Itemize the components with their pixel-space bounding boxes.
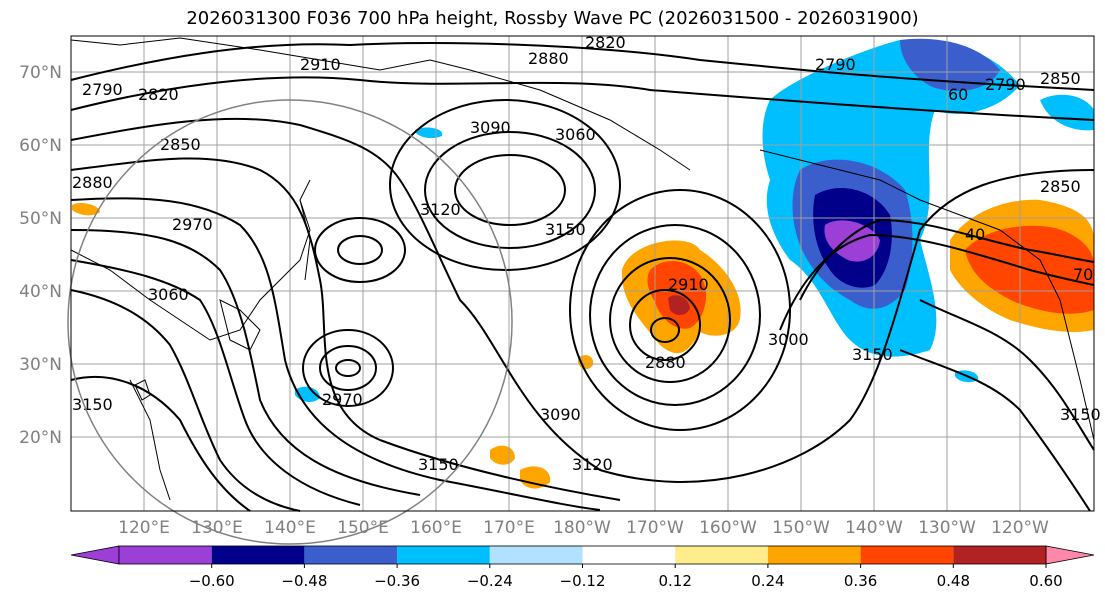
lon-label: 170°W: [626, 518, 684, 538]
contour-label: 2970: [172, 215, 213, 234]
colorbar-tick-label: 0.12: [658, 572, 691, 590]
lon-label: 120°W: [991, 518, 1049, 538]
colorbar-tick-label: −0.24: [467, 572, 513, 590]
coastlines: [70, 37, 1095, 501]
colorbar-tick-label: 0.36: [844, 572, 877, 590]
colorbar-bin: [211, 546, 305, 564]
lon-label: 180°W: [553, 518, 611, 538]
contour-label: 2910: [300, 55, 341, 74]
graticule: [71, 36, 1094, 511]
contour-label: 3060: [555, 125, 596, 144]
contour-label: 3150: [418, 455, 459, 474]
contour-label: 2880: [528, 49, 569, 68]
colorbar-bin: [397, 546, 490, 564]
contour-label: 2790: [82, 80, 123, 99]
map-frame: [70, 35, 1095, 512]
lon-label: 140°E: [264, 518, 316, 538]
contour-label: 2790: [815, 55, 856, 74]
lon-label: 120°E: [118, 518, 170, 538]
lon-label: 140°W: [845, 518, 903, 538]
contour-label: 3150: [72, 395, 113, 414]
colorbar-tick-label: −0.60: [189, 572, 235, 590]
contour-label: 3150: [545, 220, 586, 239]
colorbar-bin: [304, 546, 398, 564]
lon-label: 160°W: [699, 518, 757, 538]
lon-label: 160°E: [410, 518, 462, 538]
colorbar-bin: [953, 546, 1046, 564]
contour-label: 2880: [645, 353, 686, 372]
colorbar-bin: [860, 546, 954, 564]
radius-circle: [67, 99, 513, 545]
contour-label: 3000: [768, 330, 809, 349]
colorbar: −0.60 −0.48 −0.36 −0.24 −0.12 0.12 0.24 0.36 0.4…: [70, 545, 1095, 590]
contour-label: 2880: [72, 173, 113, 192]
colorbar-tick-label: 0.48: [937, 572, 970, 590]
lon-label: 130°W: [918, 518, 976, 538]
contour-label: 3060: [148, 285, 189, 304]
colorbar-extension-min: [70, 545, 120, 565]
contour-label: 2790: [985, 75, 1026, 94]
colorbar-extension-max: [1045, 545, 1095, 565]
colorbar-tick-label: −0.36: [374, 572, 420, 590]
contour-label: 3150: [852, 345, 893, 364]
colorbar-tick-label: 0.60: [1029, 572, 1062, 590]
contour-label: 3120: [572, 455, 613, 474]
lon-label: 170°E: [483, 518, 535, 538]
lat-label: 60°N: [19, 136, 62, 156]
contour-label: 2850: [1040, 177, 1081, 196]
contour-label: 3090: [470, 118, 511, 137]
colorbar-tick-label: −0.12: [560, 572, 606, 590]
longitude-labels: 120°E 130°E 140°E 150°E 160°E 170°E 180°…: [118, 518, 1049, 538]
lat-label: 70°N: [19, 63, 62, 83]
colorbar-tick-label: −0.48: [281, 572, 327, 590]
colorbar-bin: [767, 546, 861, 564]
contour-label: 2820: [138, 85, 179, 104]
lat-label: 40°N: [19, 282, 62, 302]
colorbar-bin: [119, 546, 212, 564]
anomaly-shading: [72, 38, 1094, 489]
contour-label: 2970: [322, 390, 363, 409]
lat-label: 30°N: [19, 355, 62, 375]
contour-label: 2850: [1040, 69, 1081, 88]
contour-label: 3150: [1060, 405, 1101, 424]
map-title: 2026031300 F036 700 hPa height, Rossby W…: [186, 8, 919, 29]
contour-label: 40: [965, 225, 985, 244]
contour-label: 3120: [420, 200, 461, 219]
colorbar-bin: [489, 546, 583, 564]
contour-label: 60: [948, 85, 968, 104]
height-contours: [70, 42, 1095, 512]
lon-label: 130°E: [191, 518, 243, 538]
colorbar-bin: [582, 546, 676, 564]
contour-label: 3090: [540, 405, 581, 424]
colorbar-tick-label: 0.24: [751, 572, 784, 590]
colorbar-bin: [675, 546, 768, 564]
lat-label: 20°N: [19, 428, 62, 448]
contour-label: 2910: [668, 275, 709, 294]
contour-label: 2850: [160, 135, 201, 154]
latitude-labels: 70°N 60°N 50°N 40°N 30°N 20°N: [19, 63, 62, 448]
lon-label: 150°W: [772, 518, 830, 538]
lat-label: 50°N: [19, 209, 62, 229]
contour-label: 2820: [585, 33, 626, 52]
contour-label: 70: [1073, 265, 1093, 284]
lon-label: 150°E: [337, 518, 389, 538]
